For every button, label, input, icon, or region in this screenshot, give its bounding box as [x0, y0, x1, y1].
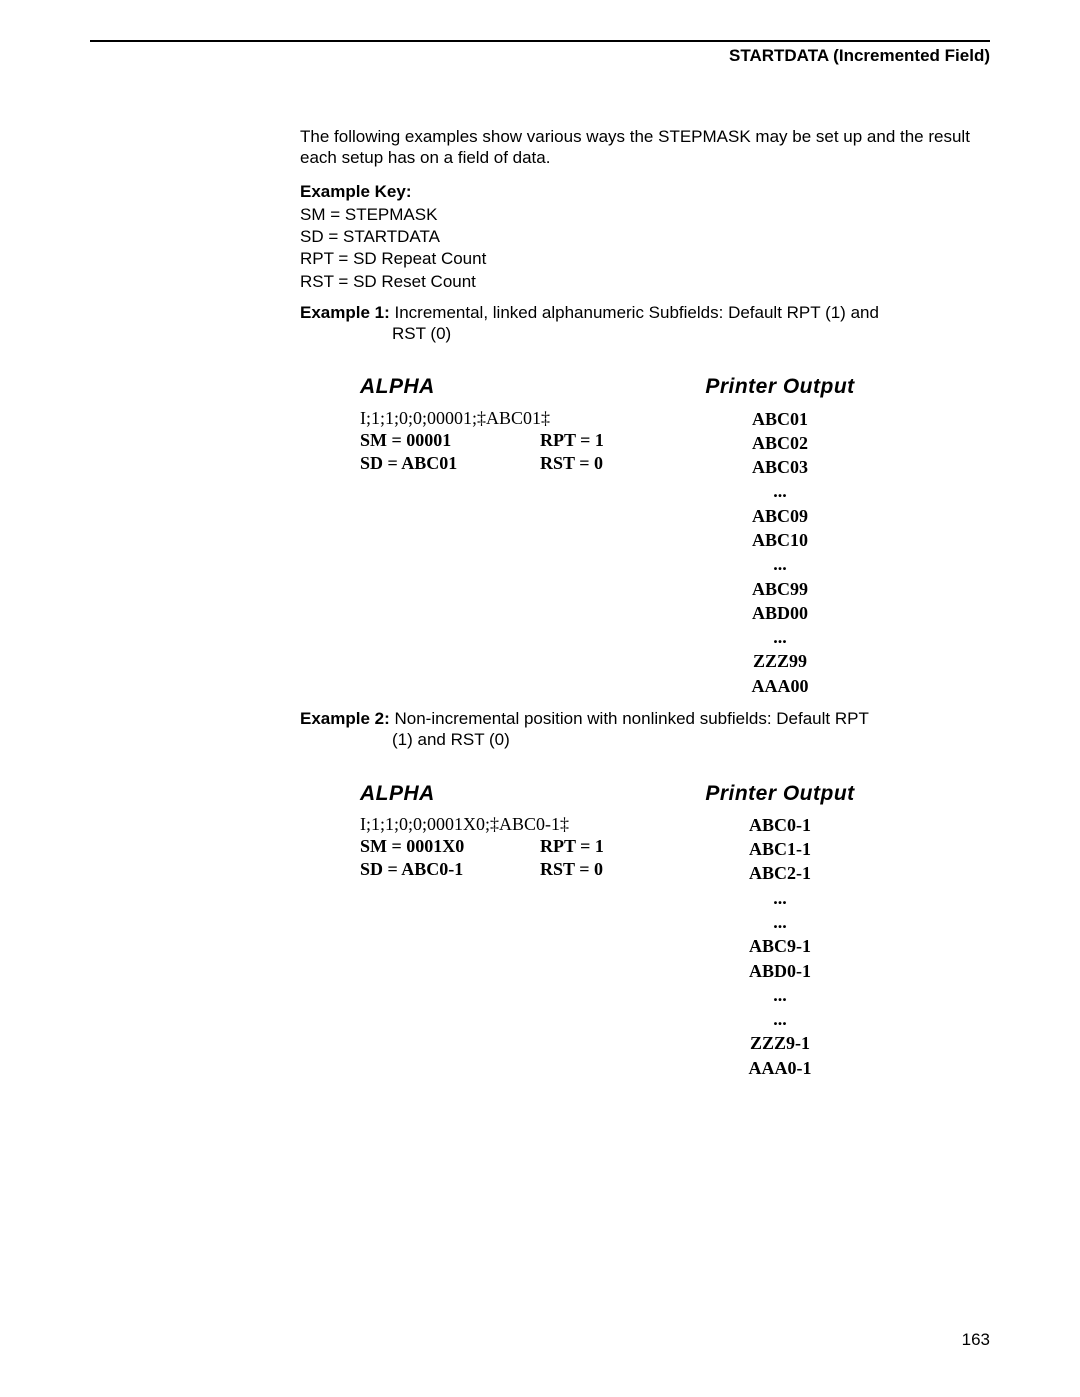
output-line: ABD00 — [670, 601, 890, 625]
key-line: RPT = SD Repeat Count — [300, 248, 990, 269]
alpha-cmd: I;1;1;0;0;0001X0;‡ABC0-1‡ — [360, 813, 670, 836]
alpha-sd: SD = ABC01 — [360, 452, 540, 475]
output-line: ABC0-1 — [670, 813, 890, 837]
alpha-heading: ALPHA — [360, 374, 670, 400]
output-line: ABC09 — [670, 504, 890, 528]
example-1-output-col: Printer Output ABC01 ABC02 ABC03 ... ABC… — [670, 374, 890, 698]
output-line: ... — [670, 886, 890, 910]
alpha-rst: RST = 0 — [540, 858, 660, 881]
example-1-table: ALPHA I;1;1;0;0;00001;‡ABC01‡ SM = 00001… — [360, 374, 990, 698]
intro-paragraph: The following examples show various ways… — [300, 126, 990, 169]
example-2-alpha-col: ALPHA I;1;1;0;0;0001X0;‡ABC0-1‡ SM = 000… — [360, 781, 670, 1081]
example-2-table: ALPHA I;1;1;0;0;0001X0;‡ABC0-1‡ SM = 000… — [360, 781, 990, 1081]
output-line: ABC2-1 — [670, 861, 890, 885]
key-line: SM = STEPMASK — [300, 204, 990, 225]
output-line: ... — [670, 625, 890, 649]
output-line: ABC01 — [670, 407, 890, 431]
body-text: The following examples show various ways… — [300, 126, 990, 1080]
alpha-sd: SD = ABC0-1 — [360, 858, 540, 881]
key-line: SD = STARTDATA — [300, 226, 990, 247]
output-line: ABC10 — [670, 528, 890, 552]
key-line: RST = SD Reset Count — [300, 271, 990, 292]
alpha-cmd: I;1;1;0;0;00001;‡ABC01‡ — [360, 407, 670, 430]
output-line: ZZZ99 — [670, 649, 890, 673]
alpha-sm: SM = 0001X0 — [360, 835, 540, 858]
example-2-desc-1: Non-incremental position with nonlinked … — [395, 709, 869, 728]
output-line: AAA0-1 — [670, 1056, 890, 1080]
page: STARTDATA (Incremented Field) The follow… — [0, 0, 1080, 1390]
output-line: ... — [670, 552, 890, 576]
example-1-desc-2: RST (0) — [392, 323, 990, 344]
page-number: 163 — [90, 1330, 990, 1350]
output-heading: Printer Output — [670, 374, 890, 400]
example-1-label: Example 1: — [300, 303, 390, 322]
example-2-header: Example 2: Non-incremental position with… — [300, 708, 990, 751]
example-2-output-col: Printer Output ABC0-1 ABC1-1 ABC2-1 ... … — [670, 781, 890, 1081]
output-heading: Printer Output — [670, 781, 890, 807]
output-line: ... — [670, 479, 890, 503]
example-1-header: Example 1: Incremental, linked alphanume… — [300, 302, 990, 345]
header-rule — [90, 40, 990, 42]
output-line: ... — [670, 1007, 890, 1031]
alpha-sm: SM = 00001 — [360, 429, 540, 452]
output-line: ABC9-1 — [670, 934, 890, 958]
example-key-title: Example Key: — [300, 181, 990, 202]
alpha-rst: RST = 0 — [540, 452, 660, 475]
output-line: ZZZ9-1 — [670, 1031, 890, 1055]
example-2-desc-2: (1) and RST (0) — [392, 729, 990, 750]
output-line: ABD0-1 — [670, 959, 890, 983]
example-1-desc-1: Incremental, linked alphanumeric Subfiel… — [395, 303, 879, 322]
example-2-label: Example 2: — [300, 709, 390, 728]
output-line: ... — [670, 910, 890, 934]
alpha-rpt: RPT = 1 — [540, 429, 660, 452]
example-1-alpha-col: ALPHA I;1;1;0;0;00001;‡ABC01‡ SM = 00001… — [360, 374, 670, 698]
output-line: ABC1-1 — [670, 837, 890, 861]
output-line: ABC03 — [670, 455, 890, 479]
alpha-heading: ALPHA — [360, 781, 670, 807]
output-line: ... — [670, 983, 890, 1007]
output-line: AAA00 — [670, 674, 890, 698]
header-title: STARTDATA (Incremented Field) — [90, 46, 990, 66]
output-line: ABC02 — [670, 431, 890, 455]
alpha-rpt: RPT = 1 — [540, 835, 660, 858]
output-line: ABC99 — [670, 577, 890, 601]
